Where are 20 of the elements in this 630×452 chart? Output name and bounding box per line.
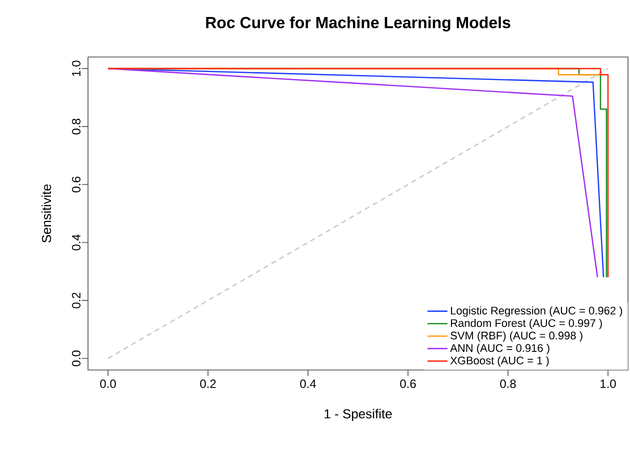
chart-title: Roc Curve for Machine Learning Models xyxy=(206,16,510,32)
legend-label: Random Forest (AUC = 0.997 ) xyxy=(450,318,602,330)
legend-label: SVM (RBF) (AUC = 0.998 ) xyxy=(450,331,582,342)
x-tick-label: 0.0 xyxy=(100,380,116,388)
y-tick-label: 0.2 xyxy=(72,292,80,308)
y-tick-label: 0.8 xyxy=(72,118,80,134)
y-tick-label: 0.0 xyxy=(72,350,80,366)
y-tick-label: 0.4 xyxy=(72,234,80,250)
y-axis-title: Sensitivite xyxy=(42,184,52,243)
x-tick-label: 0.4 xyxy=(300,380,316,388)
x-tick-label: 0.6 xyxy=(400,380,416,388)
x-tick-label: 1.0 xyxy=(600,380,616,388)
y-tick-label: 0.6 xyxy=(72,176,80,192)
legend-label: Logistic Regression (AUC = 0.962 ) xyxy=(450,306,622,317)
x-tick-label: 0.8 xyxy=(500,380,516,388)
legend-label: ANN (AUC = 0.916 ) xyxy=(450,344,550,354)
x-axis-title: 1 - Spesifite xyxy=(324,408,392,421)
x-tick-label: 0.2 xyxy=(200,380,216,388)
y-tick-label: 1.0 xyxy=(72,60,80,76)
legend-label: XGBoost (AUC = 1 ) xyxy=(450,356,549,367)
